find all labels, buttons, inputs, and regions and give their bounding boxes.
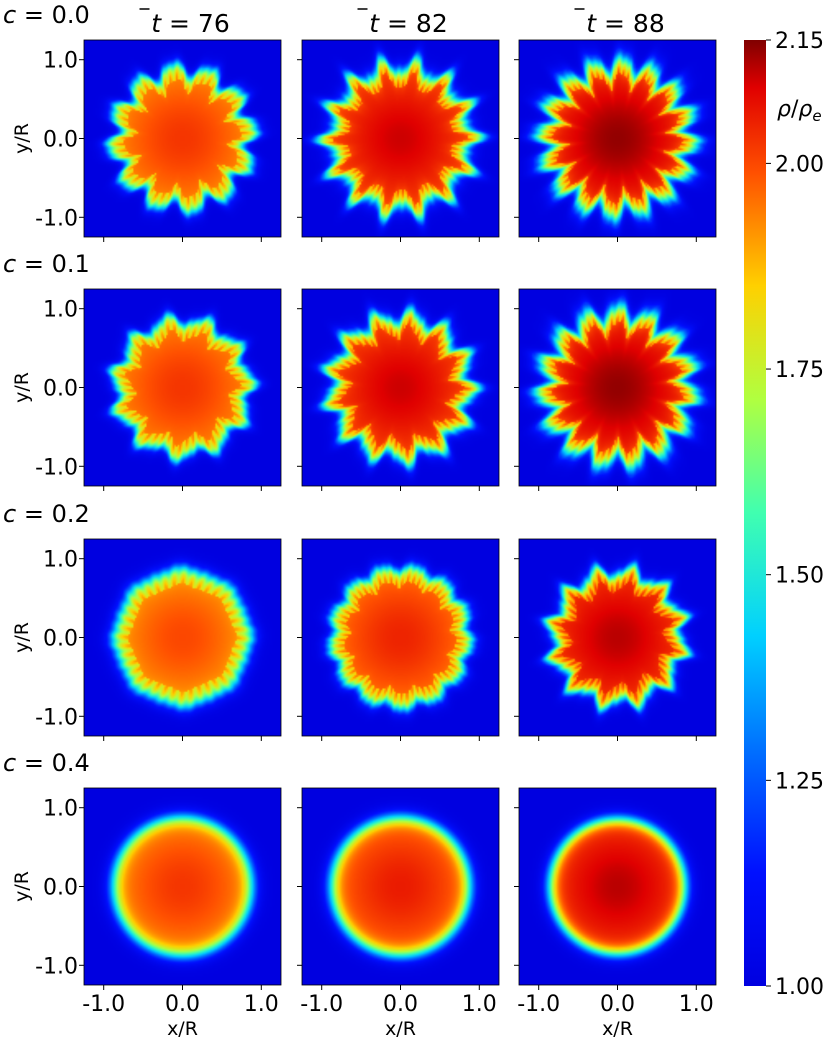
x-tick-label: 0.0 — [165, 992, 200, 1017]
density-panel-r0-c1 — [302, 40, 499, 237]
density-panel-r3-c2 — [519, 788, 716, 985]
density-panel-r3-c1 — [302, 788, 499, 985]
colorbar-tick-label: 1.75 — [775, 358, 824, 383]
y-tick-label: -1.0 — [35, 206, 78, 231]
y-tick-label: 1.0 — [43, 298, 78, 323]
y-tick-label: 1.0 — [43, 49, 78, 74]
x-tick-label: 1.0 — [679, 992, 714, 1017]
density-panel-r1-c2 — [519, 289, 716, 486]
x-tick-label: 0.0 — [600, 992, 635, 1017]
density-panel-r0-c2 — [519, 40, 716, 237]
y-tick-label: -1.0 — [35, 705, 78, 730]
colorbar-tick-label: 1.50 — [775, 564, 824, 589]
labels-layer: 1.0 0.0 -1.0 y/R c = 0.0 1.0 0.0 -1.0 y/R c = 0.1… — [3, 1, 714, 1040]
x-tick-label: -1.0 — [300, 992, 343, 1017]
x-tick-label: 0.0 — [383, 992, 418, 1017]
y-tick-label: -1.0 — [35, 455, 78, 480]
y-axis-label: y/R — [11, 123, 33, 154]
colorbar: 2.15 2.00 1.75 1.50 1.25 1.00 ρ/ρe — [744, 29, 824, 1000]
x-tick-label: -1.0 — [82, 992, 125, 1017]
density-panel-r3-c0 — [84, 788, 281, 985]
row-label-c: c = 0.1 — [3, 250, 90, 278]
x-axis-label: x/R — [602, 1018, 633, 1040]
x-tick-label: -1.0 — [517, 992, 560, 1017]
y-tick-label: 0.0 — [43, 377, 78, 402]
x-axis-label: x/R — [167, 1018, 198, 1040]
colorbar-label: ρ/ρe — [777, 97, 822, 125]
row-label-c: c = 0.0 — [3, 1, 90, 29]
density-panel-r2-c1 — [302, 539, 499, 736]
y-tick-label: 0.0 — [43, 128, 78, 153]
density-panel-r0-c0 — [84, 40, 281, 237]
y-tick-label: 1.0 — [43, 548, 78, 573]
y-axis-label: y/R — [11, 622, 33, 653]
column-title: t = 76 — [151, 9, 229, 38]
y-axis-label: y/R — [11, 871, 33, 902]
y-tick-label: 0.0 — [43, 627, 78, 652]
density-panel-r1-c1 — [302, 289, 499, 486]
row-label-c: c = 0.2 — [3, 500, 90, 528]
colorbar-tick-label: 1.25 — [775, 769, 824, 794]
density-panel-r2-c2 — [519, 539, 716, 736]
column-title: t = 82 — [369, 9, 447, 38]
density-panel-r1-c0 — [84, 289, 281, 486]
colorbar-gradient — [744, 40, 766, 986]
row-label-c: c = 0.4 — [3, 749, 90, 777]
colorbar-tick-label: 2.15 — [775, 29, 824, 54]
panels-layer — [79, 39, 717, 990]
column-title: t = 88 — [586, 9, 664, 38]
y-tick-label: 1.0 — [43, 797, 78, 822]
y-tick-label: 0.0 — [43, 876, 78, 901]
colorbar-tick-label: 1.00 — [775, 975, 824, 1000]
x-axis-label: x/R — [385, 1018, 416, 1040]
x-tick-label: 1.0 — [244, 992, 279, 1017]
x-tick-label: 1.0 — [462, 992, 497, 1017]
y-axis-label: y/R — [11, 372, 33, 403]
colorbar-tick-label: 2.00 — [775, 152, 824, 177]
y-tick-label: -1.0 — [35, 954, 78, 979]
density-panel-r2-c0 — [84, 539, 281, 736]
